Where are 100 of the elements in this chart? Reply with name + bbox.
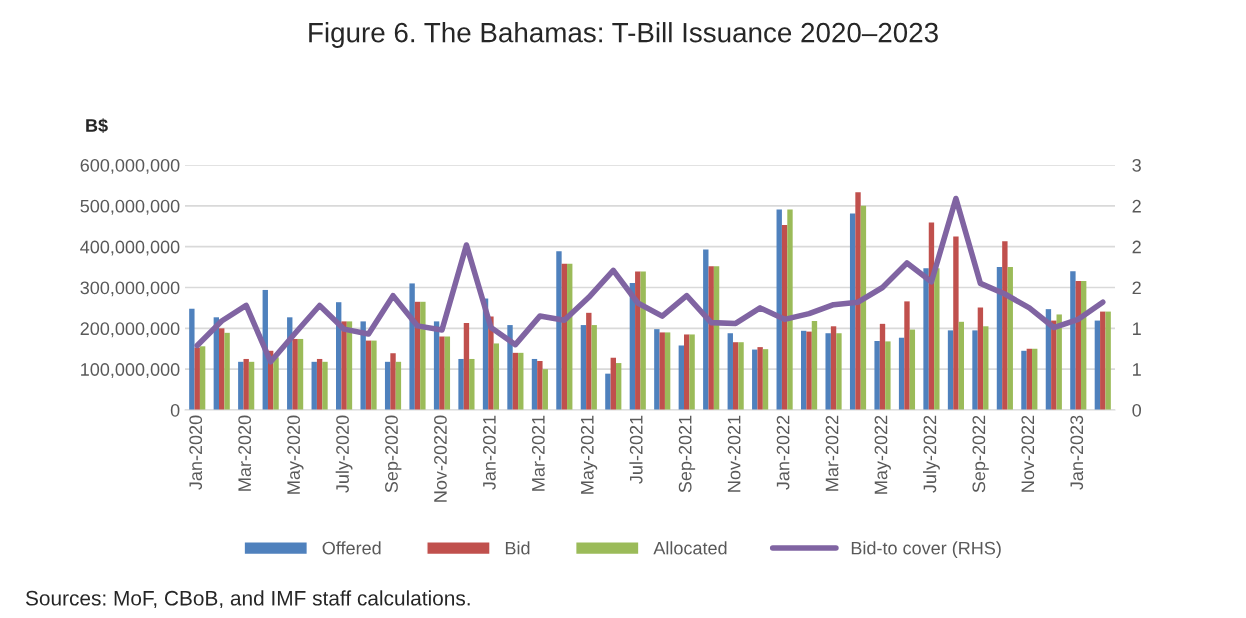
bar bbox=[811, 320, 818, 410]
x-tick-label: July-2020 bbox=[335, 415, 353, 493]
x-tick-label: Jan-2020 bbox=[189, 415, 203, 490]
y2-tick-label: 1 bbox=[1133, 363, 1141, 376]
x-tick-label: Nov-2021 bbox=[727, 415, 741, 492]
bar bbox=[199, 346, 206, 410]
bar bbox=[512, 352, 519, 410]
legend-label: Bid bbox=[505, 541, 530, 555]
y-tick-label: 200,000,000 bbox=[80, 322, 180, 338]
bar bbox=[757, 347, 763, 410]
bar bbox=[659, 332, 665, 410]
bar bbox=[664, 332, 671, 410]
bar bbox=[463, 323, 470, 410]
bar bbox=[292, 338, 298, 410]
bar bbox=[1070, 271, 1076, 410]
x-tick-label: Sep-2021 bbox=[678, 415, 696, 493]
y2-tick-label: 2 bbox=[1132, 240, 1141, 254]
bar bbox=[684, 334, 690, 410]
bar bbox=[507, 325, 513, 410]
bar bbox=[689, 334, 695, 410]
bar bbox=[615, 363, 622, 410]
bar bbox=[830, 326, 837, 410]
x-tick-label: July-2022 bbox=[923, 415, 940, 493]
bar bbox=[297, 338, 304, 410]
legend-label: Allocated bbox=[653, 541, 727, 555]
bar bbox=[1051, 320, 1057, 410]
source-note: Sources: MoF, CBoB, and IMF staff calculations. bbox=[25, 590, 470, 609]
y-tick-label: 100,000,000 bbox=[81, 363, 180, 379]
bar bbox=[542, 369, 548, 410]
bar bbox=[1100, 311, 1106, 410]
legend-label: Bid-to cover (RHS) bbox=[851, 541, 1001, 559]
bar bbox=[316, 358, 323, 410]
x-tick-label: Nov-2022 bbox=[1021, 415, 1035, 492]
y-tick-label: 0 bbox=[170, 403, 180, 417]
y2-tick-label: 0 bbox=[1132, 403, 1141, 417]
bar bbox=[738, 342, 744, 410]
bar bbox=[537, 361, 543, 410]
bar bbox=[855, 192, 861, 410]
bar bbox=[640, 271, 646, 410]
bar bbox=[439, 336, 445, 410]
x-tick-label: May-2022 bbox=[874, 415, 891, 494]
bar bbox=[934, 268, 940, 410]
bar bbox=[586, 312, 592, 410]
bar bbox=[224, 332, 230, 410]
bar bbox=[556, 251, 562, 410]
bar bbox=[678, 345, 685, 410]
bar bbox=[360, 321, 366, 410]
bar bbox=[1021, 350, 1027, 410]
y-axis-title: B$ bbox=[86, 118, 108, 134]
bar bbox=[1032, 348, 1038, 410]
bar bbox=[909, 329, 916, 410]
y-tick-label: 400,000,000 bbox=[80, 240, 180, 256]
x-tick-label: Mar-2020 bbox=[238, 415, 252, 491]
bar bbox=[341, 321, 347, 410]
bar bbox=[885, 341, 891, 410]
y2-tick-label: 2 bbox=[1132, 199, 1141, 213]
bar bbox=[904, 301, 910, 410]
chart-title: Figure 6. The Bahamas: T-Bill Issuance 2020–2023 bbox=[309, 22, 938, 48]
bar bbox=[395, 361, 402, 410]
legend-label: Offered bbox=[322, 541, 381, 555]
bar bbox=[243, 358, 249, 410]
bar bbox=[972, 330, 978, 410]
bar bbox=[732, 342, 739, 410]
bar bbox=[879, 323, 886, 410]
bar bbox=[762, 349, 769, 410]
x-tick-label: Jan-2023 bbox=[1070, 415, 1084, 490]
bar bbox=[531, 358, 538, 410]
x-tick-label: Jul-2021 bbox=[629, 415, 643, 484]
bar bbox=[458, 358, 464, 410]
bar bbox=[390, 353, 396, 410]
bar bbox=[708, 266, 714, 410]
bar bbox=[1105, 311, 1111, 410]
bar bbox=[365, 340, 372, 410]
bar bbox=[189, 308, 195, 410]
bar bbox=[493, 343, 499, 410]
bar bbox=[580, 325, 587, 410]
y2-tick-label: 2 bbox=[1132, 281, 1141, 295]
bar bbox=[849, 213, 856, 410]
x-tick-label: Mar-2021 bbox=[531, 415, 545, 491]
bar bbox=[610, 357, 616, 410]
bar bbox=[953, 236, 959, 410]
bar bbox=[248, 361, 255, 410]
bar bbox=[825, 333, 831, 410]
bar bbox=[801, 330, 807, 410]
y2-tick-label: 1 bbox=[1133, 322, 1141, 335]
x-tick-label: Sep-2020 bbox=[385, 415, 402, 493]
bar bbox=[194, 347, 200, 410]
bar bbox=[1094, 320, 1101, 410]
bar bbox=[874, 340, 880, 410]
x-tick-label: Jan-2022 bbox=[776, 415, 790, 490]
bar bbox=[311, 361, 317, 410]
bar bbox=[806, 331, 812, 410]
x-tick-label: May-2021 bbox=[580, 415, 598, 494]
bar bbox=[983, 326, 989, 410]
bar bbox=[591, 325, 597, 410]
bar bbox=[409, 283, 415, 410]
bar bbox=[273, 357, 279, 410]
y2-tick-label: 3 bbox=[1132, 158, 1141, 172]
bar bbox=[727, 333, 733, 410]
y-tick-label: 600,000,000 bbox=[80, 158, 180, 174]
